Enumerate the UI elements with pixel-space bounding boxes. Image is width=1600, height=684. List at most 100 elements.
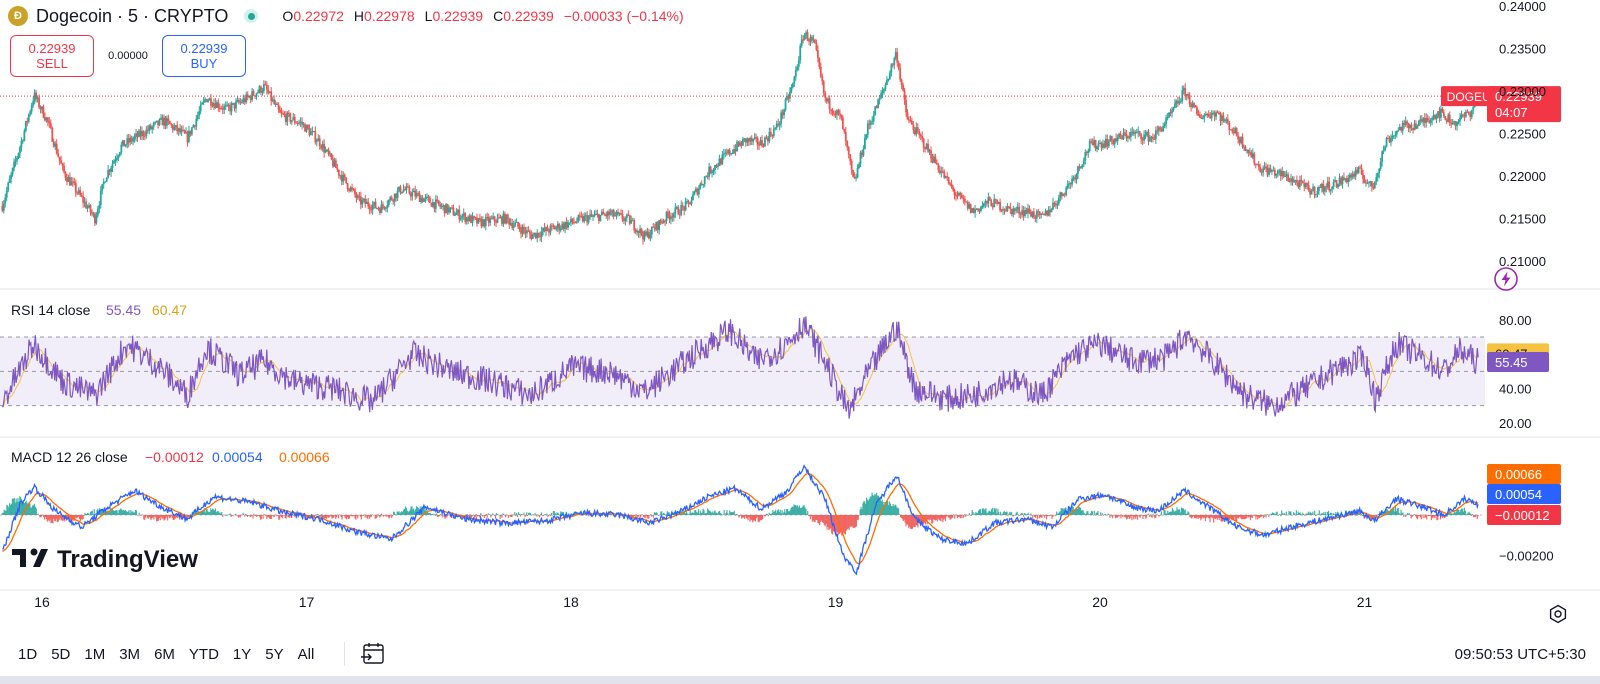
macd-histogram-bar (1428, 514, 1431, 516)
candle-body (717, 165, 719, 167)
macd-histogram-bar (161, 514, 163, 520)
grid-layer (0, 288, 1600, 591)
candle-body (45, 117, 48, 121)
candle-body (855, 177, 857, 179)
macd-histogram-bar (351, 514, 353, 517)
macd-histogram-bar (1471, 514, 1473, 517)
macd-histogram-bar (972, 512, 974, 515)
candle-body (1381, 151, 1384, 162)
candle-body (1279, 170, 1282, 177)
candle-body (52, 141, 55, 147)
symbol-title[interactable]: Dogecoin · 5 · CRYPTO (36, 5, 229, 26)
market-status-icon[interactable] (244, 9, 259, 23)
macd-histogram-bar (1231, 514, 1233, 521)
macd-histogram-bar (532, 514, 534, 515)
time-axis-tick: 20 (1092, 594, 1108, 610)
macd-histogram-bar (575, 512, 577, 515)
macd-histogram-bar (405, 507, 408, 515)
macd-histogram-bar (689, 510, 691, 515)
macd-histogram-bar (794, 505, 796, 515)
macd-histogram-bar (322, 514, 324, 518)
macd-histogram-bar (685, 509, 688, 515)
candle-body (886, 80, 888, 85)
macd-histogram-bar (1343, 514, 1345, 516)
candle-body (1012, 208, 1015, 215)
macd-histogram-bar (868, 498, 870, 515)
macd-histogram-bar (889, 503, 892, 515)
macd-histogram-bar (1086, 511, 1088, 515)
candle-body (359, 196, 362, 205)
macd-histogram-bar (1475, 514, 1477, 516)
macd-histogram-bar (6, 504, 8, 515)
macd-histogram-bar (1384, 510, 1387, 515)
macd-histogram-bar (1097, 511, 1099, 515)
candle-body (1059, 192, 1062, 198)
range-ytd[interactable]: YTD (188, 646, 219, 663)
macd-histogram-bar (123, 510, 126, 515)
macd-histogram-bar (568, 513, 570, 515)
range-5d[interactable]: 5D (51, 646, 71, 663)
macd-histogram-bar (234, 513, 237, 515)
macd-histogram-bar (35, 508, 37, 515)
macd-histogram-bar (117, 513, 119, 515)
macd-histogram-bar (848, 514, 850, 530)
macd-histogram-bar (695, 510, 697, 515)
macd-histogram-bar (1077, 508, 1079, 515)
calendar-range-icon[interactable] (360, 642, 386, 666)
macd-histogram-bar (861, 509, 863, 515)
macd-histogram-bar (1311, 513, 1313, 515)
candle-body (101, 184, 104, 191)
macd-histogram-bar (212, 508, 214, 515)
range-3m[interactable]: 3M (119, 646, 141, 663)
range-all[interactable]: All (297, 646, 315, 663)
macd-histogram-bar (684, 510, 686, 515)
candle-body (396, 190, 399, 199)
macd-histogram-bar (727, 513, 729, 515)
candle-body (608, 211, 611, 215)
candle-body (753, 137, 756, 139)
candle-body (1313, 186, 1316, 195)
range-6m[interactable]: 6M (154, 646, 175, 663)
macd-histogram-bar (84, 512, 86, 515)
candle-body (8, 178, 11, 183)
range-1y[interactable]: 1Y (232, 646, 252, 663)
macd-histogram-bar (1130, 514, 1132, 517)
macd-histogram-bar (559, 514, 561, 516)
time-zone-clock[interactable]: 09:50:53 UTC+5:30 (1454, 646, 1586, 663)
macd-histogram-bar (734, 514, 736, 516)
range-1m[interactable]: 1M (84, 646, 106, 663)
candle-body (455, 212, 458, 215)
candle-body (1426, 118, 1429, 121)
candle-body (462, 213, 465, 216)
candle-body (524, 230, 527, 234)
candle-body (695, 188, 697, 192)
macd-histogram-bar (1405, 514, 1407, 517)
macd-histogram-bar (775, 509, 777, 515)
candle-body (295, 122, 298, 124)
candle-body (1207, 114, 1210, 117)
candle-body (994, 199, 997, 201)
candle-body (1448, 114, 1451, 124)
candle-body (1147, 131, 1150, 142)
candle-body (725, 152, 728, 154)
macd-histogram-bar (1416, 514, 1418, 519)
settings-gear-icon[interactable] (1548, 604, 1568, 624)
range-5y[interactable]: 5Y (265, 646, 284, 663)
buy-button[interactable]: 0.22939 BUY (162, 35, 246, 77)
range-1d[interactable]: 1D (18, 646, 38, 663)
last-price-label: 0.22939 (1495, 89, 1542, 104)
macd-histogram-bar (1174, 510, 1176, 515)
lightning-icon[interactable] (1493, 266, 1519, 292)
macd-histogram-bar (80, 514, 82, 520)
macd-histogram-bar (941, 514, 943, 519)
candle-body (392, 199, 395, 202)
macd-histogram-bar (39, 514, 41, 518)
macd-histogram-bar (647, 514, 649, 519)
macd-histogram-bar (1107, 513, 1109, 515)
sell-button[interactable]: 0.22939 SELL (10, 35, 94, 77)
dogecoin-icon[interactable]: Ð (8, 6, 28, 26)
candle-body (978, 208, 981, 212)
macd-histogram-bar (1202, 514, 1205, 519)
